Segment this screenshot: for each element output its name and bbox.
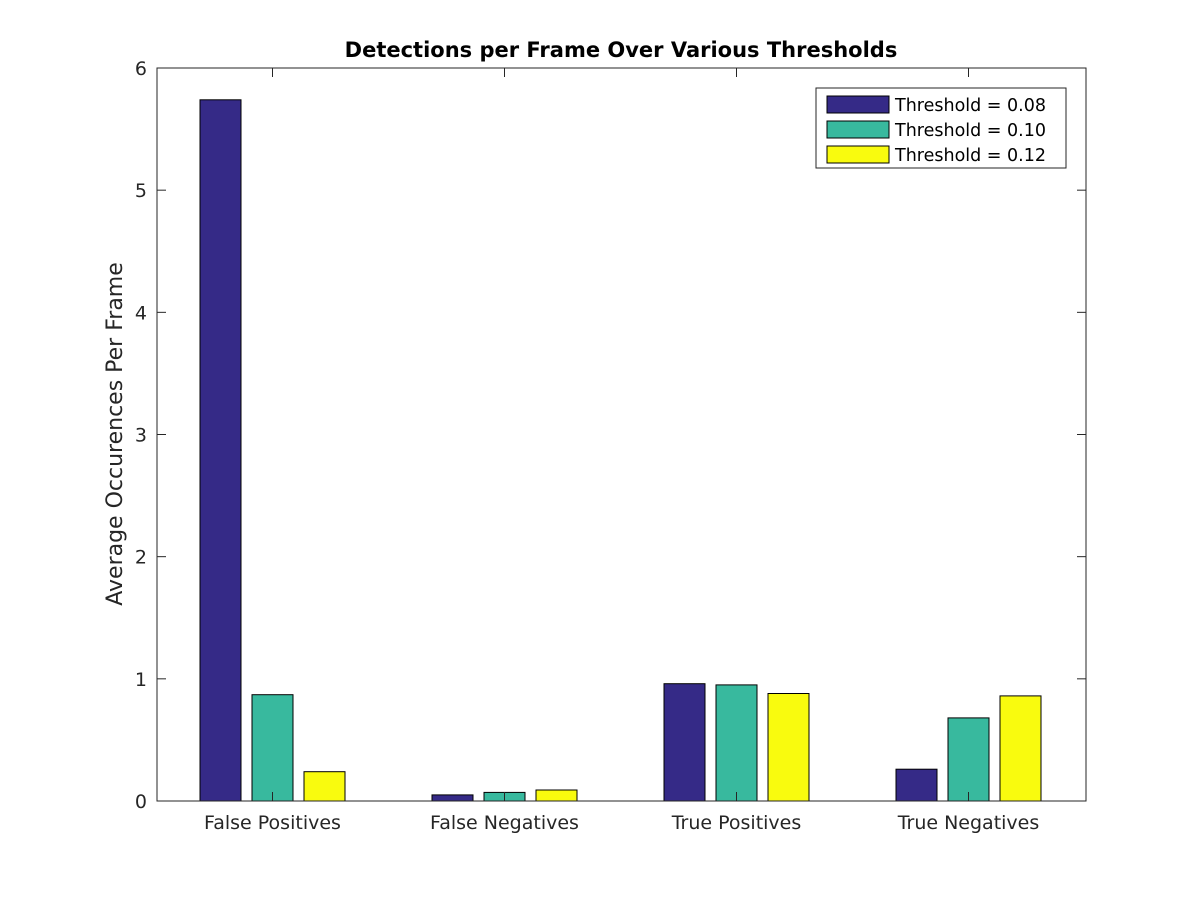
y-tick-label: 2 <box>135 547 147 569</box>
plot-frame <box>156 67 1087 802</box>
y-tick-label: 3 <box>135 425 147 447</box>
bar-1-2 <box>431 794 474 802</box>
x-tick-label: True Positives <box>671 812 802 834</box>
legend-swatch <box>826 145 890 164</box>
y-tick-label: 5 <box>135 180 147 202</box>
legend: Threshold = 0.08 Threshold = 0.10 Threshol… <box>815 87 1067 169</box>
chart-title: Detections per Frame Over Various Thresh… <box>345 38 898 62</box>
legend-label: Threshold = 0.12 <box>894 146 1046 166</box>
bar-1-4 <box>895 768 938 802</box>
y-tick-label: 0 <box>135 791 147 813</box>
y-tick-label: 4 <box>135 302 147 324</box>
bar-1-3 <box>663 683 706 802</box>
bar-2-3 <box>715 684 758 802</box>
x-tick-label: True Negatives <box>897 812 1040 834</box>
bar-3-2 <box>535 789 578 802</box>
legend-label: Threshold = 0.10 <box>894 121 1046 141</box>
bar-3-3 <box>767 693 810 802</box>
ticks-layer: 0 1 2 3 4 5 6 False Positives False Negatives Tru… <box>135 58 1086 834</box>
legend-swatch <box>826 120 890 139</box>
bar-1-1 <box>199 99 242 802</box>
bar-2-4 <box>947 717 990 802</box>
legend-swatch <box>826 95 890 114</box>
y-tick-label: 1 <box>135 669 147 691</box>
legend-label: Threshold = 0.08 <box>894 96 1046 116</box>
x-tick-label: False Negatives <box>430 812 579 834</box>
bar-3-4 <box>999 695 1042 802</box>
bar-2-1 <box>251 694 294 802</box>
y-tick-label: 6 <box>135 58 147 80</box>
bars-layer <box>199 99 1042 802</box>
bar-3-1 <box>303 771 346 802</box>
y-axis-label: Average Occurences Per Frame <box>103 262 128 606</box>
x-tick-label: False Positives <box>204 812 341 834</box>
